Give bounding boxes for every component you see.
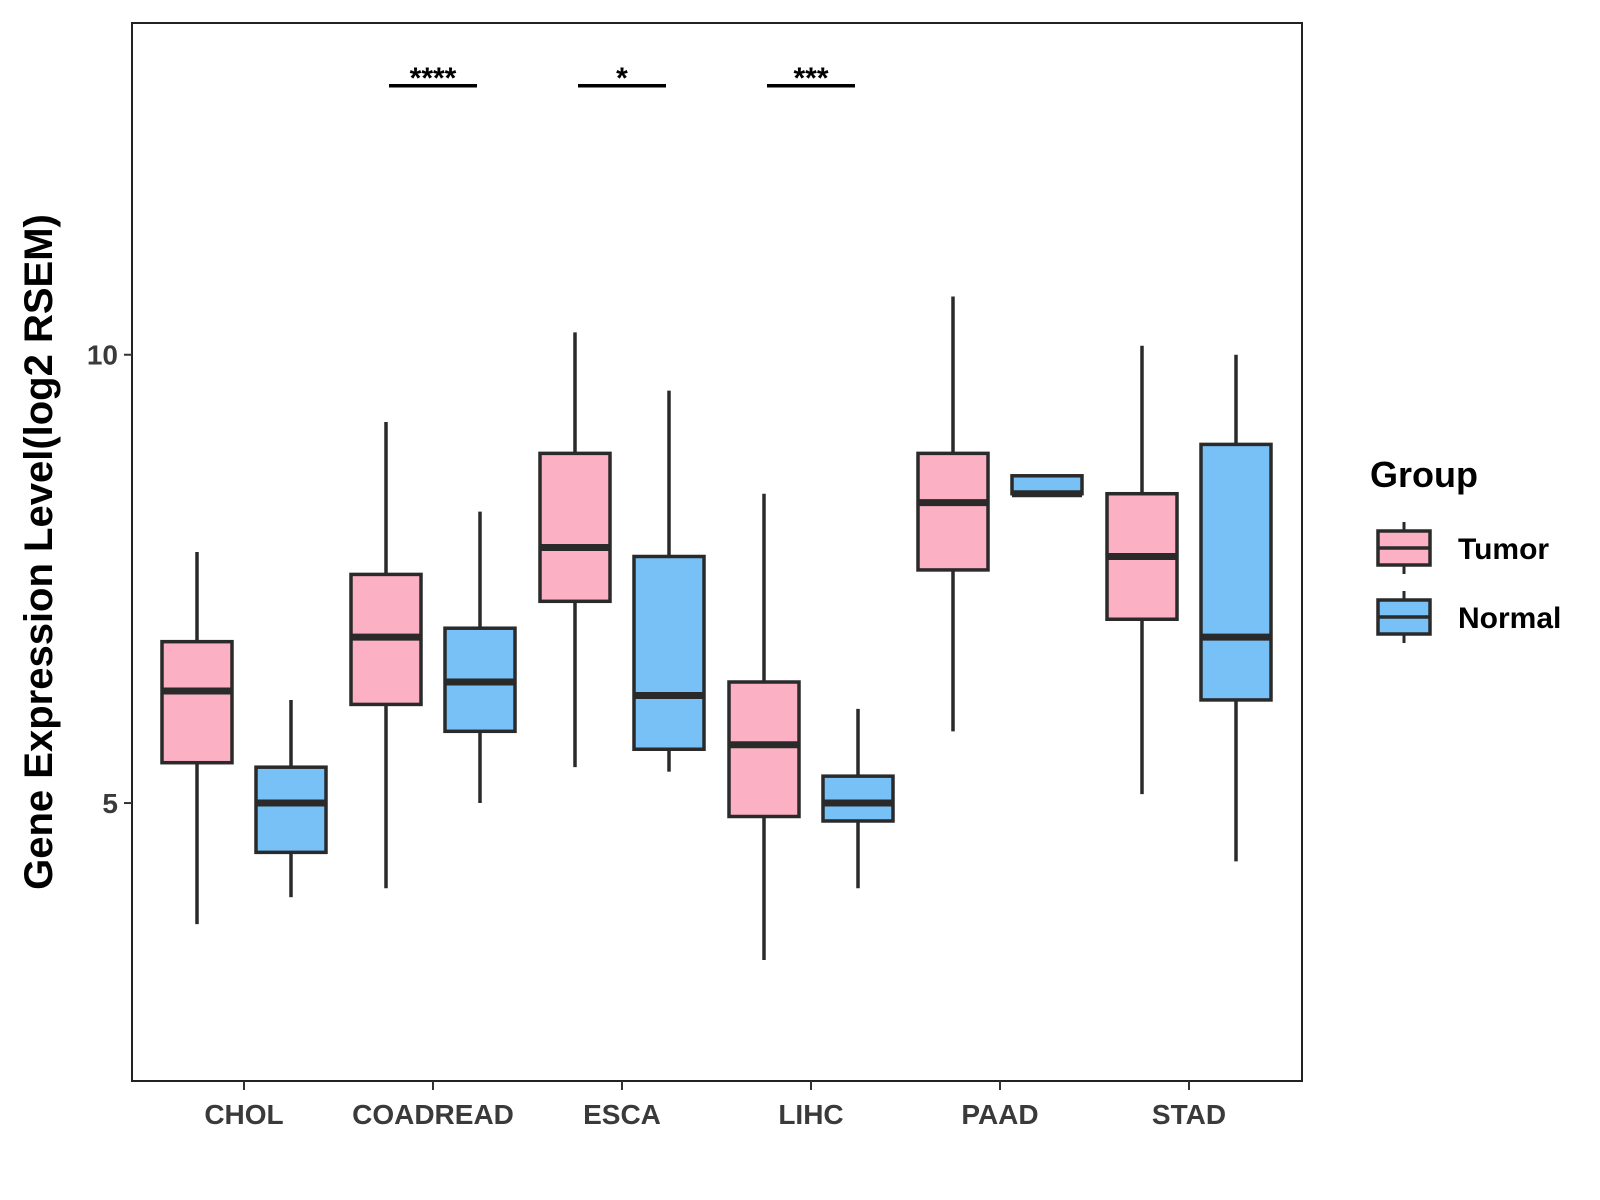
box-tumor-chol	[160, 552, 234, 925]
plot-marks: **** * ***	[160, 62, 1273, 960]
box-normal-coadread	[443, 511, 517, 804]
significance-label: *	[616, 62, 628, 95]
legend: Group Tumor Normal	[1370, 454, 1561, 643]
box-body	[632, 554, 706, 752]
box-body	[254, 765, 328, 855]
significance-lihc: ***	[767, 62, 855, 95]
box-body	[1199, 442, 1273, 702]
x-tick-label: ESCA	[583, 1099, 661, 1130]
box-normal-stad	[1199, 354, 1273, 862]
x-tick-label: LIHC	[778, 1099, 843, 1130]
box-body	[538, 451, 612, 604]
y-axis-title: Gene Expression Level(log2 RSEM)	[17, 214, 61, 890]
box-normal-esca	[632, 390, 706, 772]
significance-esca: *	[578, 62, 666, 95]
x-tick-label: COADREAD	[352, 1099, 514, 1130]
significance-label: ****	[410, 62, 457, 95]
box-normal-paad	[1010, 474, 1084, 498]
x-tick-label: STAD	[1152, 1099, 1226, 1130]
legend-label: Normal	[1458, 602, 1561, 635]
legend-label: Tumor	[1458, 533, 1549, 566]
y-tick-label: 5	[102, 788, 118, 819]
y-tick-label: 10	[87, 340, 118, 371]
legend-item-normal: Normal	[1376, 591, 1561, 643]
legend-item-tumor: Tumor	[1376, 522, 1549, 574]
box-tumor-lihc	[727, 493, 801, 960]
box-body	[821, 774, 895, 823]
box-tumor-esca	[538, 332, 612, 768]
box-tumor-coadread	[349, 421, 423, 889]
plot-panel	[131, 22, 1303, 1082]
legend-title: Group	[1370, 454, 1478, 495]
axes: 5 10 CHOL COADREAD ESCA LIHC PAAD STAD	[87, 340, 1226, 1130]
box-tumor-stad	[1105, 345, 1179, 795]
significance-label: ***	[793, 62, 828, 95]
box-body	[916, 451, 990, 572]
box-tumor-paad	[916, 296, 990, 732]
box-normal-lihc	[821, 708, 895, 889]
x-tick-label: CHOL	[204, 1099, 283, 1130]
box-normal-chol	[254, 699, 328, 898]
significance-coadread: ****	[389, 62, 477, 95]
box-body	[160, 639, 234, 765]
x-tick-label: PAAD	[961, 1099, 1038, 1130]
box-body	[727, 680, 801, 819]
